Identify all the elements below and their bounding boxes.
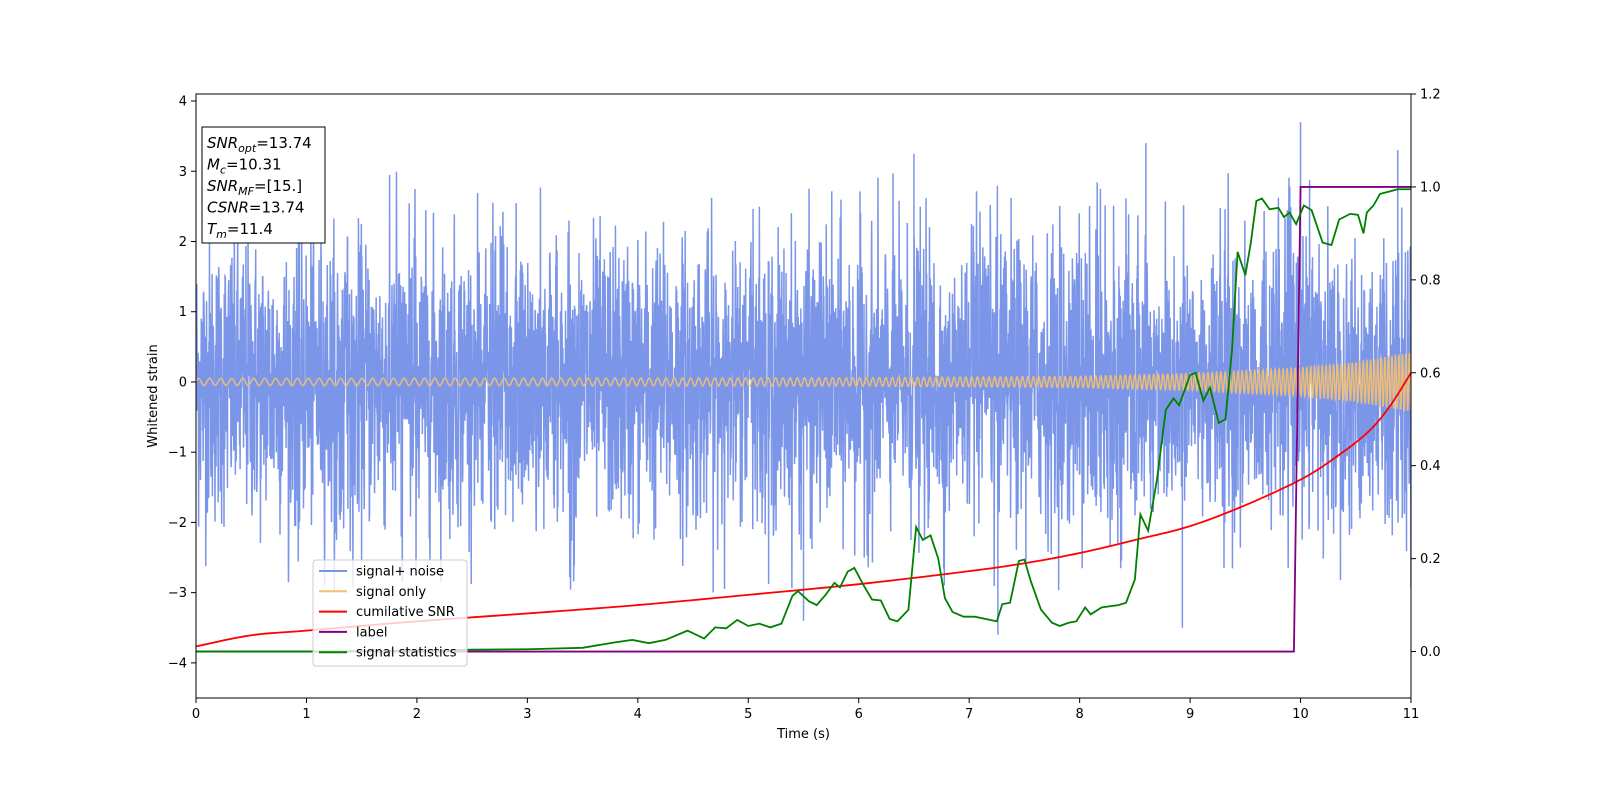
- x-tick-label-2: 2: [413, 707, 421, 722]
- y-left-tick-label-0: −4: [168, 656, 187, 671]
- plot-frame: [195, 93, 1412, 699]
- y-left-tick-label-8: 4: [179, 95, 187, 110]
- y-right-tick-label-2: 0.4: [1420, 459, 1441, 474]
- x-axis-label: Time (s): [776, 727, 830, 742]
- legend-label-cumulative-snr: cumilative SNR: [356, 605, 455, 620]
- x-tick-label-1: 1: [302, 707, 310, 722]
- y-right-tick-label-1: 0.2: [1420, 552, 1441, 567]
- annotation-line-0: SNRopt=13.74: [207, 134, 312, 155]
- axes-layer: 0 1 2 3 4 5 6 7 8 9 10 11 −4 −3 −2 −1 0 1 2 3 4 0.0 0.2 0.4 0.6 0…: [168, 88, 1441, 723]
- legend-label-label: label: [356, 625, 387, 640]
- y-left-tick-label-2: −2: [168, 516, 187, 531]
- annotation-box-frame: [201, 126, 326, 244]
- legend-label-signal-statistics: signal statistics: [356, 646, 457, 661]
- x-tick-label-0: 0: [192, 707, 200, 722]
- x-tick-label-5: 5: [744, 707, 752, 722]
- x-tick-label-3: 3: [523, 707, 531, 722]
- y-left-tick-label-6: 2: [179, 235, 187, 250]
- y-left-tick-label-3: −1: [168, 446, 187, 461]
- legend-frame: [312, 559, 468, 667]
- x-tick-label-8: 8: [1075, 707, 1083, 722]
- legend-label-signal-noise: signal+ noise: [356, 565, 444, 580]
- y-right-tick-label-4: 0.8: [1420, 273, 1441, 288]
- x-tick-label-4: 4: [634, 707, 642, 722]
- y-right-tick-label-6: 1.2: [1420, 88, 1441, 103]
- y-axis-label: Whitened strain: [146, 344, 161, 447]
- x-tick-label-9: 9: [1186, 707, 1194, 722]
- series-signal-only-line: [196, 352, 1411, 412]
- x-tick-label-7: 7: [965, 707, 973, 722]
- annotation-line-2: SNRMF=[15.]: [207, 177, 302, 198]
- y-left-tick-label-1: −3: [168, 586, 187, 601]
- y-left-tick-label-7: 3: [179, 165, 187, 180]
- legend: signal+ noise signal only cumilative SNR la…: [312, 559, 468, 667]
- annotation-line-4: Tm=11.4: [207, 220, 273, 241]
- series-signal-statistics-line: [196, 188, 1411, 653]
- x-tick-label-11: 11: [1403, 707, 1420, 722]
- annotation-line-3: CSNR=13.74: [207, 199, 304, 217]
- legend-label-signal-only: signal only: [356, 585, 426, 600]
- annotation-line-1: Mc=10.31: [207, 156, 282, 177]
- y-right-tick-label-0: 0.0: [1420, 645, 1441, 660]
- y-left-tick-label-5: 1: [179, 305, 187, 320]
- y-right-tick-label-5: 1.0: [1420, 180, 1441, 195]
- annotation-box: SNRopt=13.74Mc=10.31SNRMF=[15.]CSNR=13.7…: [201, 126, 326, 244]
- y-left-tick-label-4: 0: [179, 375, 187, 390]
- series-layer: [196, 122, 1411, 653]
- x-tick-label-6: 6: [855, 707, 863, 722]
- series-label-line: [196, 186, 1411, 653]
- x-tick-label-10: 10: [1292, 707, 1309, 722]
- y-right-tick-label-3: 0.6: [1420, 366, 1441, 381]
